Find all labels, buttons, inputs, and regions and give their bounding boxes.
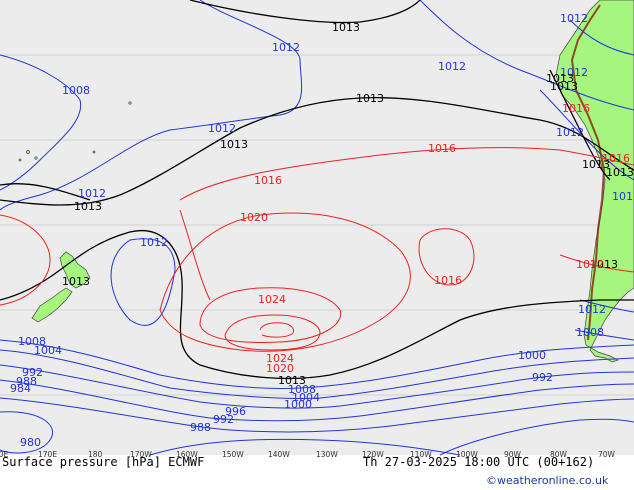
lon-tick: 170E (38, 450, 57, 459)
isobar-label: 1008 (288, 383, 316, 396)
isobar-label: 1016 (562, 102, 590, 115)
isobar-label: 1012 (140, 236, 168, 249)
isobar-label: 1008 (576, 326, 604, 339)
isobar-label: 1013 (590, 258, 618, 271)
isobar-label: 1012 (438, 60, 466, 73)
isobar-label: 1004 (292, 391, 320, 404)
low-isobars (0, 0, 634, 456)
isobar-label: 1020 (266, 362, 294, 375)
isobar-label: 1016 (428, 142, 456, 155)
isobar-label: 1012 (208, 122, 236, 135)
isobar-label: 1000 (518, 349, 546, 362)
isobar-label: 1013 (356, 92, 384, 105)
isobar-label: 1013 (278, 374, 306, 387)
map-title: Surface pressure [hPa] ECMWF (2, 455, 204, 469)
isobar-label: 1013 (550, 80, 578, 93)
isobar-label: 980 (20, 436, 41, 449)
credit: ©weatheronline.co.uk (486, 474, 609, 487)
isobar-label: 1013 (74, 200, 102, 213)
lon-tick: 80W (550, 450, 568, 459)
new-zealand-south (31, 287, 73, 323)
isobar-label: 1016 (254, 174, 282, 187)
isobar-label: 1020 (240, 211, 268, 224)
isobar-label: 1016 (434, 274, 462, 287)
andes-relief (570, 4, 606, 341)
lon-tick: 120W (362, 450, 384, 459)
lon-tick: 130W (316, 450, 338, 459)
isobar-label: 1013 (546, 72, 574, 85)
lon-tick: 140W (268, 450, 290, 459)
graticule (0, 54, 634, 396)
isobar-label: 1013 (606, 166, 634, 179)
longitude-axis: 60E 170E 180 170W 160W 150W 140W 130W 12… (0, 450, 616, 459)
isobar-label: 992 (213, 413, 234, 426)
isobar-label: 1012 (578, 303, 606, 316)
lon-tick: 160W (176, 450, 198, 459)
lon-tick: 150W (222, 450, 244, 459)
isobar-label: 1012 (560, 12, 588, 25)
lon-tick: 110W (410, 450, 432, 459)
isobar-label: 1024 (258, 293, 286, 306)
isobar-label: 992 (22, 366, 43, 379)
lon-tick: 100W (456, 450, 478, 459)
isobar-label: 992 (532, 371, 553, 384)
isobar-label: 1013 (332, 21, 360, 34)
isobar-label: 1013 (582, 158, 610, 171)
isobar-label: 1012 (78, 187, 106, 200)
lon-tick: 60E (0, 450, 9, 459)
lon-tick: 170W (130, 450, 152, 459)
isobar-label: 1000 (284, 398, 312, 411)
standard-isobars (0, 0, 634, 380)
isobar-label: 1012 (576, 258, 604, 271)
isobar-label: 1008 (18, 335, 46, 348)
isobar-label: 1008 (62, 84, 90, 97)
valid-time: Th 27-03-2025 18:00 UTC (00+162) (363, 455, 594, 469)
isobar-label: 1012 (272, 41, 300, 54)
lon-tick: 70W (598, 450, 616, 459)
isobar-label: 1012 (556, 126, 584, 139)
isobar-label: 1012 (560, 66, 588, 79)
new-zealand-north (59, 251, 91, 289)
isobar-label: 988 (16, 375, 37, 388)
isobar-label: 1016 (602, 152, 630, 165)
isobar-label: 988 (190, 421, 211, 434)
lon-tick: 180 (88, 450, 103, 459)
high-isobars (0, 147, 634, 352)
isobar-label: 996 (225, 405, 246, 418)
lon-tick: 90W (504, 450, 522, 459)
isobar-label: 984 (10, 382, 31, 395)
isobar-label: 1004 (34, 344, 62, 357)
isobar-label: 1013 (62, 275, 90, 288)
isobar-label: 1012 (612, 190, 634, 203)
isobar-label: 1024 (266, 352, 294, 365)
isobar-label: 1013 (220, 138, 248, 151)
